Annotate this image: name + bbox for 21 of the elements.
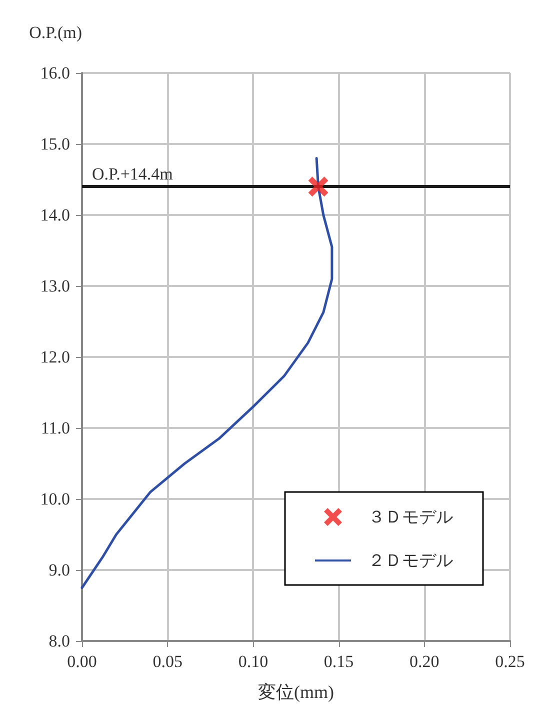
- y-tick-label: 14.0: [40, 206, 70, 224]
- legend-label: ３Ｄモデル: [368, 508, 453, 526]
- y-tick-label: 15.0: [40, 134, 70, 154]
- x-tick-label: 0.20: [410, 652, 440, 671]
- ref-line-label: O.P.+14.4m: [92, 164, 173, 184]
- x-tick-label: 0.10: [238, 652, 268, 671]
- line-series: [80, 156, 334, 589]
- x-tick-label: 0.25: [495, 652, 525, 671]
- y-tick-label: 16.0: [40, 64, 70, 82]
- y-axis-title: O.P.(m): [29, 23, 82, 42]
- x-tick-label: 0.15: [324, 652, 354, 671]
- y-tick-label: 12.0: [40, 348, 70, 366]
- y-tick-label: 8.0: [48, 632, 70, 650]
- y-tick-label: 9.0: [48, 560, 70, 580]
- x-tick-label: 0.00: [67, 652, 97, 671]
- y-tick-label: 10.0: [40, 490, 70, 508]
- x-tick-label: 0.05: [152, 652, 182, 671]
- legend-label: ２Ｄモデル: [368, 551, 453, 570]
- y-tick-label: 13.0: [40, 276, 70, 296]
- y-tick-label: 11.0: [40, 418, 70, 438]
- x-axis-title: 変位(mm): [258, 682, 334, 702]
